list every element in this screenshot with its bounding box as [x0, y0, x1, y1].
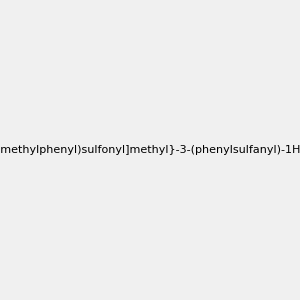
Text: 2-{[(4-methylphenyl)sulfonyl]methyl}-3-(phenylsulfanyl)-1H-indole: 2-{[(4-methylphenyl)sulfonyl]methyl}-3-(… [0, 145, 300, 155]
